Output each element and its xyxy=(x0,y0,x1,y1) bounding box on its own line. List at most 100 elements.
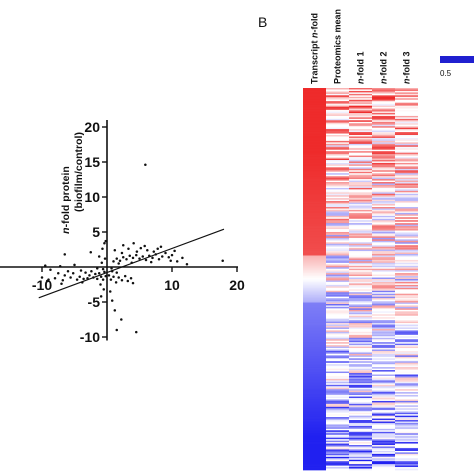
heatmap-cell xyxy=(395,236,418,239)
heatmap-cell xyxy=(349,274,372,277)
heatmap-cell xyxy=(372,95,395,98)
heatmap-cell xyxy=(326,140,349,143)
heatmap-cell xyxy=(349,436,372,439)
heatmap-cell xyxy=(372,186,395,189)
heatmap-cell xyxy=(349,331,372,334)
heatmap-cell xyxy=(395,276,418,278)
heatmap-cell xyxy=(395,255,418,258)
heatmap-cell xyxy=(326,162,349,165)
heatmap-cell xyxy=(372,330,395,333)
heatmap-cell xyxy=(349,305,372,308)
heatmap-cell xyxy=(326,458,349,461)
heatmap-column-header: Transcript n-fold xyxy=(310,13,320,84)
heatmap-cell xyxy=(372,430,395,433)
heatmap-cell xyxy=(326,101,349,104)
heatmap-cell xyxy=(303,292,326,295)
heatmap-cell xyxy=(349,359,372,362)
heatmap-cell xyxy=(372,236,395,239)
heatmap-cell xyxy=(326,267,349,270)
heatmap-cell xyxy=(303,359,326,362)
heatmap-cell xyxy=(372,353,395,356)
scatter-point xyxy=(175,260,179,263)
heatmap-cell xyxy=(372,301,395,303)
heatmap-cell xyxy=(395,308,418,311)
heatmap-cell xyxy=(372,167,395,170)
heatmap-cell xyxy=(395,317,418,320)
heatmap-cell xyxy=(303,405,326,408)
heatmap-cell xyxy=(349,267,372,270)
heatmap-cell xyxy=(349,417,372,419)
heatmap-cell xyxy=(349,287,372,290)
heatmap-cell xyxy=(372,375,395,378)
heatmap-cell xyxy=(395,214,418,217)
heatmap-cell xyxy=(349,411,372,414)
scatter-point xyxy=(141,255,144,258)
heatmap-cell xyxy=(395,296,418,299)
heatmap-cell xyxy=(349,396,372,399)
heatmap-cell xyxy=(372,400,395,403)
heatmap-cell xyxy=(349,201,372,203)
heatmap-cell xyxy=(395,249,418,252)
heatmap-cell xyxy=(349,420,372,422)
heatmap-cell xyxy=(326,398,349,400)
heatmap-cell xyxy=(372,179,395,181)
heatmap-cell xyxy=(349,443,372,446)
heatmap-cell xyxy=(372,361,395,364)
heatmap-cell xyxy=(395,331,418,334)
heatmap-cell xyxy=(326,425,349,428)
heatmap-cell xyxy=(349,182,372,184)
heatmap-cell xyxy=(372,274,395,277)
heatmap-cell xyxy=(372,402,395,405)
heatmap-cell xyxy=(303,406,326,409)
heatmap-cell xyxy=(326,409,349,412)
heatmap-cell xyxy=(303,183,326,186)
heatmap-cell xyxy=(303,464,326,466)
heatmap-cell xyxy=(326,93,349,96)
heatmap-cell xyxy=(349,224,372,227)
heatmap-cell xyxy=(372,220,395,223)
heatmap-cell xyxy=(349,414,372,416)
heatmap-cell xyxy=(372,314,395,317)
heatmap-cell xyxy=(326,180,349,183)
heatmap-cell xyxy=(395,114,418,117)
heatmap-cell xyxy=(303,356,326,359)
heatmap-cell xyxy=(372,214,395,217)
heatmap-cell xyxy=(395,421,418,424)
heatmap-cell xyxy=(349,143,372,146)
heatmap-cell xyxy=(395,326,418,328)
heatmap-cell xyxy=(303,295,326,297)
heatmap-cell xyxy=(326,383,349,386)
heatmap-cell xyxy=(326,330,349,333)
heatmap-cell xyxy=(395,458,418,461)
scatter-point xyxy=(78,275,81,279)
heatmap-cell xyxy=(395,433,418,436)
heatmap-cell xyxy=(303,274,326,277)
heatmap-cell xyxy=(326,207,349,209)
heatmap-cell xyxy=(303,353,326,356)
heatmap-cell xyxy=(395,174,418,177)
heatmap-cell xyxy=(395,345,418,347)
scatter-point xyxy=(114,281,118,284)
heatmap-cell xyxy=(326,249,349,252)
heatmap-cell xyxy=(303,88,326,90)
heatmap-cell xyxy=(372,154,395,156)
heatmap-cell xyxy=(303,159,326,162)
y-axis-ticks: -10 -5 5 10 15 20 xyxy=(80,119,107,345)
heatmap-cell xyxy=(349,337,372,340)
heatmap-cell xyxy=(349,236,372,239)
heatmap-cell xyxy=(326,415,349,418)
heatmap-cell xyxy=(303,117,326,120)
heatmap-cell xyxy=(303,214,326,217)
heatmap-cell xyxy=(326,414,349,416)
heatmap-cell xyxy=(349,453,372,456)
heatmap-cell xyxy=(372,105,395,108)
heatmap-cell xyxy=(303,452,326,455)
heatmap-cell xyxy=(326,445,349,447)
heatmap-cell xyxy=(326,229,349,231)
heatmap-cell xyxy=(349,464,372,466)
scatter-point xyxy=(169,259,172,262)
heatmap-cell xyxy=(395,202,418,205)
heatmap-cell xyxy=(326,129,349,131)
heatmap-cell xyxy=(372,370,395,372)
heatmap-cell xyxy=(303,264,326,267)
